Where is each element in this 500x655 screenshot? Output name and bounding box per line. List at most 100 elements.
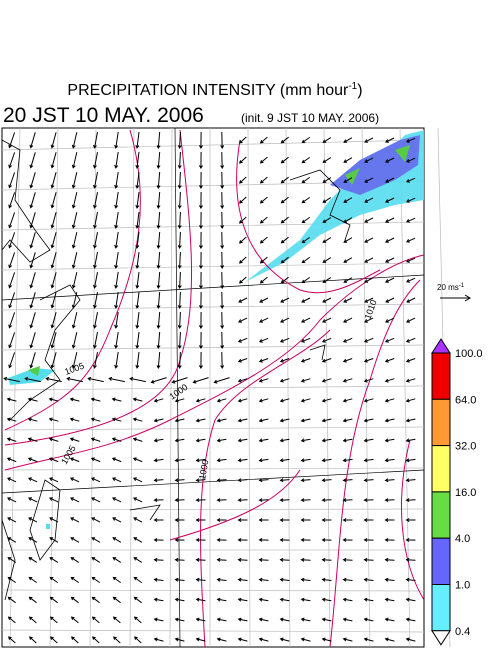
wind-arrow: [70, 596, 79, 604]
wind-arrow: [153, 617, 164, 622]
wind-arrow: [384, 458, 395, 463]
vector-key-label: 20 ms-1: [437, 283, 465, 292]
wind-arrow: [258, 498, 269, 503]
wind-arrow: [174, 498, 185, 503]
wind-arrow: [6, 397, 17, 402]
parallel: [1, 508, 425, 511]
wind-arrow: [28, 557, 38, 563]
wind-arrow: [301, 256, 310, 264]
wind-arrow: [343, 197, 353, 203]
wind-arrow: [237, 398, 248, 403]
wind-arrow: [66, 376, 83, 383]
wind-arrow: [237, 498, 248, 503]
wind-arrow: [8, 272, 16, 289]
wind-arrow: [363, 498, 374, 503]
wind-arrow: [238, 236, 247, 244]
wind-arrow: [259, 317, 269, 323]
wind-arrow: [93, 212, 98, 229]
wind-arrow: [342, 438, 353, 443]
wind-arrow: [29, 172, 36, 189]
wind-arrow: [258, 537, 269, 542]
wind-arrow: [216, 418, 227, 423]
wind-arrow: [258, 577, 269, 582]
wind-arrow: [342, 537, 353, 542]
wind-arrow: [7, 537, 17, 543]
wind-arrow: [91, 517, 101, 523]
wind-arrow: [29, 252, 36, 269]
wind-arrow: [7, 497, 17, 503]
wind-arrow: [93, 172, 98, 189]
wind-arrow: [238, 317, 248, 323]
wind-arrow: [49, 557, 59, 563]
wind-arrow: [112, 477, 122, 483]
wind-arrow: [343, 177, 353, 183]
wind-arrow: [112, 636, 121, 644]
wind-arrow: [71, 352, 78, 369]
wind-arrow: [216, 617, 227, 622]
wind-arrow: [343, 157, 353, 163]
wind-arrow: [342, 378, 353, 383]
wind-arrow: [280, 256, 289, 264]
wind-arrow: [342, 498, 353, 503]
wind-arrow: [174, 518, 185, 523]
wind-arrow: [93, 152, 98, 169]
wind-arrow: [156, 311, 161, 329]
wind-arrow: [321, 498, 332, 503]
wind-arrow: [70, 517, 80, 523]
wind-arrow: [301, 297, 311, 303]
wind-arrow: [322, 297, 332, 303]
wind-arrow: [198, 351, 203, 369]
colorbar-over: [431, 338, 451, 354]
wind-arrow: [27, 457, 38, 463]
wind-arrow: [385, 217, 395, 223]
major-parallel: [1, 469, 425, 494]
wind-arrow: [342, 458, 353, 463]
colorbar-label: 4.0: [455, 533, 470, 545]
wind-arrow: [177, 291, 182, 309]
wind-arrow: [384, 617, 395, 622]
meridian: [169, 127, 173, 648]
wind-arrow: [112, 497, 122, 503]
wind-arrow: [114, 212, 119, 229]
wind-arrow: [405, 617, 416, 622]
wind-arrow: [364, 217, 374, 223]
wind-arrow: [385, 257, 395, 263]
wind-arrow: [29, 332, 36, 349]
colorbar-label: 32.0: [455, 441, 476, 453]
wind-arrow: [195, 557, 206, 562]
wind-arrow: [8, 172, 16, 189]
wind-arrow: [6, 417, 17, 422]
wind-arrow: [71, 252, 78, 269]
wind-arrow: [70, 576, 79, 584]
wind-arrow: [112, 616, 121, 624]
title-text: PRECIPITATION INTENSITY (mm hour: [67, 82, 349, 99]
wind-arrow: [279, 518, 290, 523]
wind-arrow: [363, 478, 374, 483]
wind-arrow: [363, 577, 374, 582]
wind-arrow: [384, 358, 395, 363]
wind-arrow: [322, 217, 332, 223]
wind-arrow: [280, 236, 289, 244]
wind-arrow: [91, 477, 101, 483]
wind-arrow: [48, 457, 59, 463]
wind-arrow: [384, 537, 395, 542]
wind-arrow: [29, 352, 36, 369]
wind-arrow: [174, 597, 185, 602]
wind-arrow: [29, 232, 36, 249]
wind-arrow: [237, 537, 248, 542]
wind-arrow: [279, 557, 290, 562]
wind-arrow: [342, 617, 353, 622]
wind-arrow: [69, 417, 80, 422]
wind-arrow: [153, 478, 164, 483]
wind-arrow: [156, 331, 161, 349]
wind-arrow: [405, 518, 416, 523]
wind-arrow: [28, 636, 37, 644]
wind-arrow: [195, 478, 206, 483]
wind-arrow: [135, 212, 140, 229]
meridian: [361, 127, 371, 648]
wind-arrow: [28, 477, 38, 483]
wind-arrow: [50, 272, 57, 289]
wind-arrow: [177, 311, 182, 329]
wind-arrow: [153, 597, 164, 602]
wind-arrow: [198, 131, 203, 149]
